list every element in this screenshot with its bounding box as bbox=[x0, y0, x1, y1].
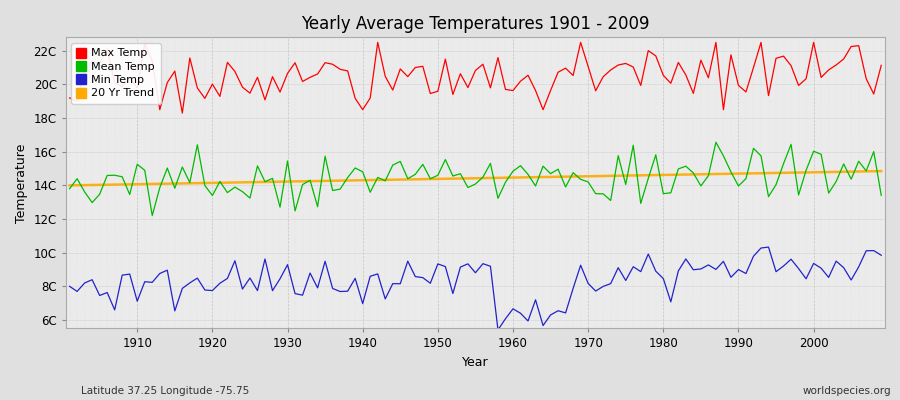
X-axis label: Year: Year bbox=[462, 356, 489, 369]
Text: Latitude 37.25 Longitude -75.75: Latitude 37.25 Longitude -75.75 bbox=[81, 386, 249, 396]
Title: Yearly Average Temperatures 1901 - 2009: Yearly Average Temperatures 1901 - 2009 bbox=[302, 15, 650, 33]
Text: worldspecies.org: worldspecies.org bbox=[803, 386, 891, 396]
Legend: Max Temp, Mean Temp, Min Temp, 20 Yr Trend: Max Temp, Mean Temp, Min Temp, 20 Yr Tre… bbox=[71, 43, 160, 104]
Y-axis label: Temperature: Temperature bbox=[15, 143, 28, 222]
